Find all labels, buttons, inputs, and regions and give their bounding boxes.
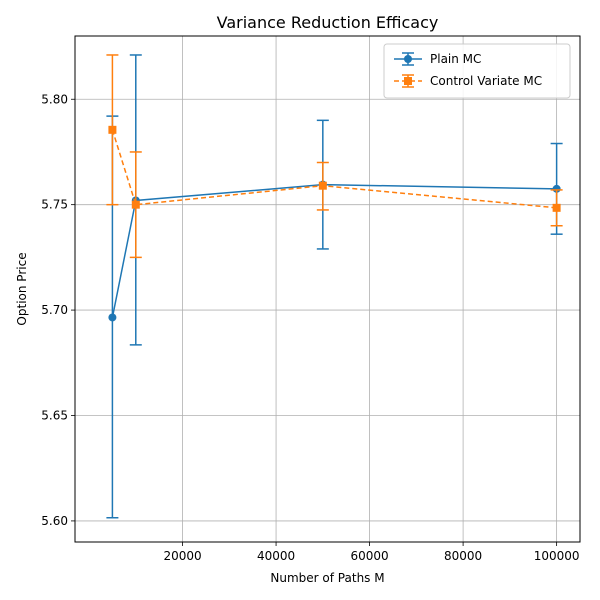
y-axis-label: Option Price	[15, 252, 29, 325]
grid	[75, 36, 580, 542]
legend-label: Plain MC	[430, 52, 481, 66]
y-tick-label: 5.80	[41, 92, 68, 106]
series-line	[111, 183, 557, 318]
data-point	[108, 313, 117, 322]
data-point	[318, 181, 327, 190]
y-tick-label: 5.65	[41, 409, 68, 423]
x-tick-label: 60000	[350, 549, 388, 563]
legend-item: Control Variate MC	[394, 74, 542, 88]
x-tick-label: 80000	[444, 549, 482, 563]
series-line	[111, 129, 557, 209]
x-axis-label: Number of Paths M	[270, 571, 384, 585]
legend-marker	[404, 77, 412, 85]
axis-ticks: 20000 40000 60000 80000 100000 5.60 5.65 5.70 5.…	[41, 92, 579, 563]
data-point	[131, 200, 140, 209]
data-point	[552, 184, 561, 193]
legend-item: Plain MC	[394, 52, 481, 66]
legend-label: Control Variate MC	[430, 74, 542, 88]
x-tick-label: 100000	[534, 549, 580, 563]
y-tick-label: 5.75	[41, 198, 68, 212]
legend: Plain MC Control Variate MC	[383, 43, 571, 99]
legend-box	[383, 43, 571, 99]
series-control-variate-mc	[106, 54, 563, 259]
y-tick-label: 5.70	[41, 303, 68, 317]
plot-area	[106, 54, 563, 519]
chart-title: Variance Reduction Efficacy	[217, 13, 439, 32]
data-point	[552, 203, 561, 212]
data-point	[108, 125, 117, 134]
axes-frame	[74, 35, 581, 543]
x-tick-label: 40000	[257, 549, 295, 563]
x-tick-label: 20000	[163, 549, 201, 563]
y-tick-label: 5.60	[41, 514, 68, 528]
legend-marker	[404, 55, 412, 63]
